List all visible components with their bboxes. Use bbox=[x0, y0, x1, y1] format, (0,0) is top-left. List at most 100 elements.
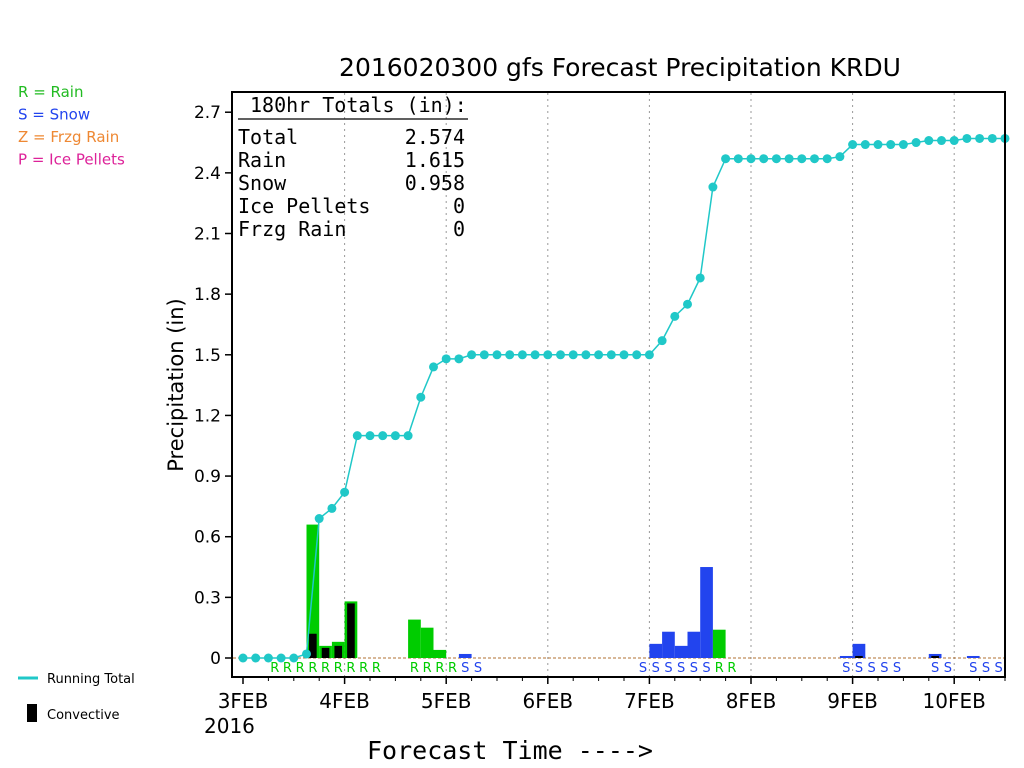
precip-bar bbox=[852, 643, 866, 658]
ptype-marker: R bbox=[308, 661, 317, 676]
ptype-legend-item: S = Snow bbox=[18, 106, 90, 124]
running-total-point bbox=[556, 350, 565, 360]
ptype-marker: S bbox=[868, 661, 876, 676]
running-total-point bbox=[289, 653, 299, 663]
ptype-marker: S bbox=[677, 661, 685, 676]
convective-legend-label: Convective bbox=[47, 708, 120, 723]
ptype-marker: R bbox=[715, 661, 724, 676]
running-total-point bbox=[251, 653, 261, 663]
running-total-point bbox=[937, 136, 946, 146]
running-total-point bbox=[771, 154, 781, 164]
running-total-point bbox=[987, 133, 997, 143]
running-total-point bbox=[479, 350, 489, 360]
running-total-point bbox=[810, 154, 819, 164]
y-tick-label: 2.7 bbox=[194, 103, 221, 123]
ptype-legend-item: P = Ice Pellets bbox=[18, 151, 125, 169]
totals-heading: 180hr Totals (in): bbox=[250, 93, 467, 117]
ptype-marker: S bbox=[639, 661, 647, 676]
running-total-point bbox=[860, 140, 870, 150]
running-total-point bbox=[695, 273, 705, 283]
precip-bar bbox=[674, 645, 688, 658]
ptype-marker: R bbox=[448, 661, 457, 676]
running-total-point bbox=[924, 136, 934, 146]
y-tick-label: 0 bbox=[210, 649, 221, 669]
totals-label: Frzg Rain bbox=[238, 217, 346, 241]
ptype-marker: S bbox=[461, 661, 469, 676]
x-tick-label: 10FEB bbox=[923, 689, 986, 713]
running-total-point bbox=[746, 154, 756, 164]
running-total-point bbox=[365, 431, 375, 441]
running-total-point bbox=[759, 154, 769, 164]
precip-bar bbox=[839, 655, 853, 658]
y-axis: 0 0.3 0.6 0.9 1.2 1.5 1.8 2.1 2.4 2.7 bbox=[194, 103, 232, 669]
ptype-marker: S bbox=[842, 661, 850, 676]
precip-bar bbox=[458, 653, 472, 658]
ptype-marker: R bbox=[435, 661, 444, 676]
x-tick-label: 6FEB bbox=[523, 689, 574, 713]
totals-label: Snow bbox=[238, 171, 287, 195]
running-total-point bbox=[390, 431, 400, 441]
ptype-marker: R bbox=[283, 661, 292, 676]
running-total-point bbox=[403, 431, 413, 441]
running-total-point bbox=[263, 653, 273, 663]
running-total-point bbox=[721, 154, 731, 164]
totals-value: 2.574 bbox=[405, 125, 465, 149]
running-total-point bbox=[238, 653, 248, 663]
precip-bar bbox=[966, 655, 980, 658]
x-tick-label: 7FEB bbox=[624, 689, 675, 713]
precip-bar bbox=[420, 627, 434, 658]
convective-bar bbox=[931, 655, 939, 658]
running-total-legend-label: Running Total bbox=[47, 672, 135, 687]
running-total-point bbox=[581, 350, 591, 360]
x-tick-label: 4FEB bbox=[319, 689, 370, 713]
running-total-point bbox=[505, 350, 515, 360]
ptype-marker: S bbox=[652, 661, 660, 676]
x-tick-label: 9FEB bbox=[827, 689, 878, 713]
precip-bar bbox=[649, 643, 663, 658]
y-tick-label: 0.6 bbox=[194, 528, 221, 548]
ptype-marker: S bbox=[944, 661, 952, 676]
x-year-label: 2016 bbox=[204, 714, 255, 738]
running-total-point bbox=[835, 152, 845, 162]
totals-value: 1.615 bbox=[405, 148, 465, 172]
ptype-marker: R bbox=[423, 661, 432, 676]
y-tick-label: 1.8 bbox=[194, 285, 221, 305]
running-total-point bbox=[733, 154, 743, 164]
ptype-marker: S bbox=[931, 661, 939, 676]
running-total-point bbox=[708, 182, 718, 192]
convective-bar bbox=[347, 603, 355, 658]
precip-bar bbox=[687, 631, 701, 658]
running-total-point bbox=[797, 154, 807, 164]
running-total-point bbox=[492, 350, 502, 360]
running-total-point bbox=[848, 140, 858, 150]
ptype-marker: S bbox=[664, 661, 672, 676]
chart-title: 2016020300 gfs Forecast Precipitation KR… bbox=[339, 53, 901, 82]
precip-bar bbox=[433, 649, 447, 658]
ptype-marker: R bbox=[410, 661, 419, 676]
y-axis-label: Precipitation (in) bbox=[164, 298, 188, 471]
running-total-point bbox=[975, 133, 985, 143]
ptype-marker: R bbox=[359, 661, 368, 676]
ptype-marker: R bbox=[296, 661, 305, 676]
convective-bar bbox=[855, 655, 863, 658]
totals-label: Total bbox=[238, 125, 298, 149]
y-tick-label: 0.9 bbox=[194, 467, 221, 487]
y-tick-label: 1.5 bbox=[194, 346, 221, 366]
bars bbox=[306, 524, 980, 658]
running-total-point bbox=[657, 336, 667, 346]
running-total-point bbox=[886, 140, 896, 150]
totals-value: 0 bbox=[453, 194, 465, 218]
running-total-point bbox=[949, 136, 959, 146]
running-total-point bbox=[416, 392, 426, 402]
ptype-marker: R bbox=[727, 661, 736, 676]
running-total-point bbox=[543, 350, 553, 360]
ptype-marker: R bbox=[334, 661, 343, 676]
convective-bar bbox=[334, 645, 343, 658]
running-total-point bbox=[276, 653, 286, 663]
ptype-legend: R = Rain S = Snow Z = Frzg Rain P = Ice Pel… bbox=[18, 83, 125, 169]
x-axis-label: Forecast Time ----> bbox=[367, 736, 653, 765]
precip-bar bbox=[712, 629, 726, 658]
running-total-point bbox=[619, 350, 629, 360]
